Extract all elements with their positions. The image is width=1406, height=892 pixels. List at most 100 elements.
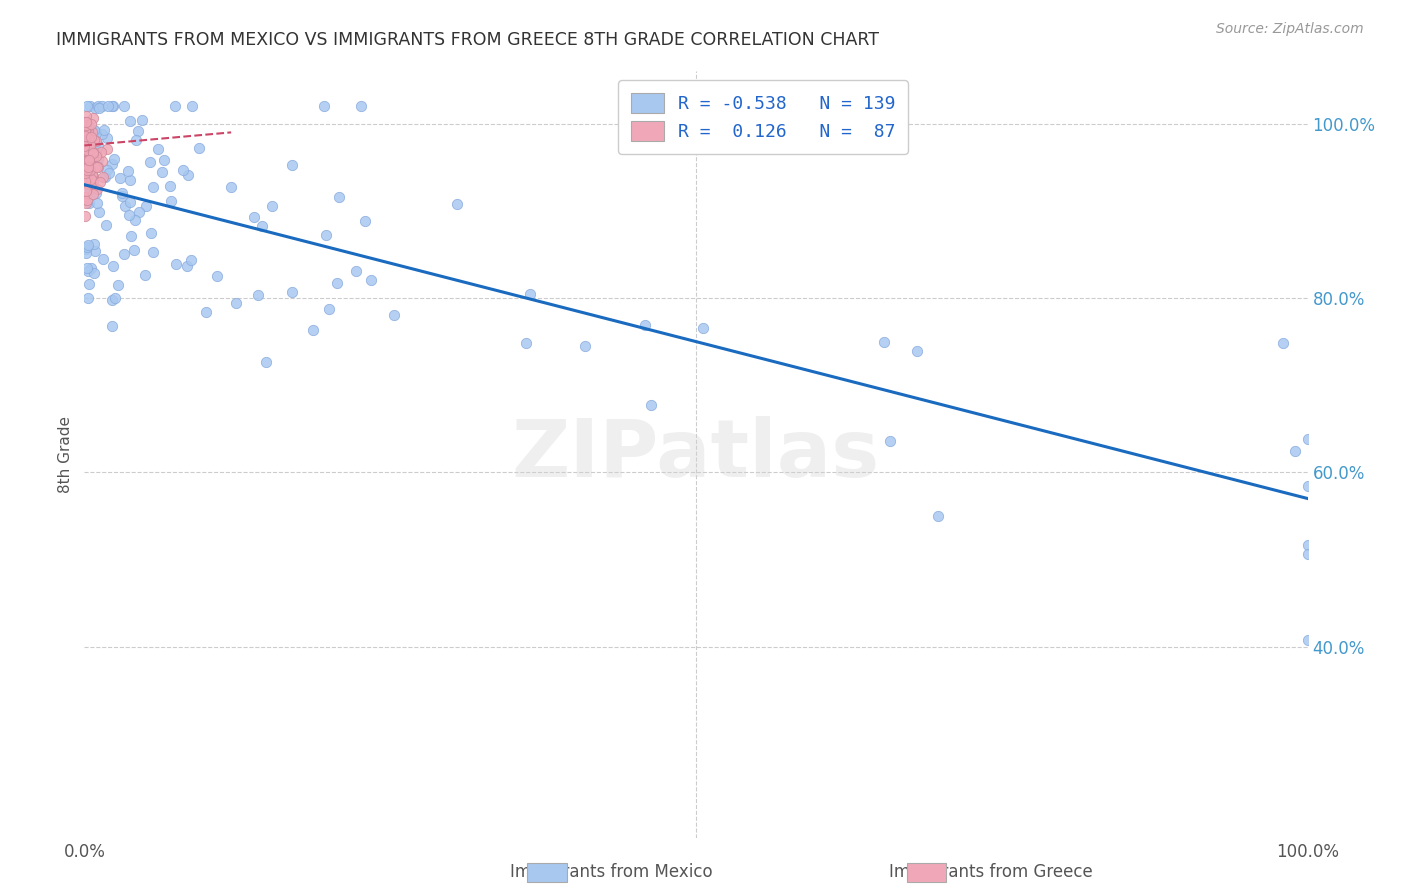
Point — [76, 144, 98, 158]
Point — [86, 196, 108, 211]
Point — [360, 273, 382, 287]
Point — [96, 219, 118, 233]
Point — [75, 163, 97, 178]
Point — [79, 146, 101, 161]
Point — [79, 130, 101, 145]
Text: Immigrants from Greece: Immigrants from Greece — [890, 863, 1092, 881]
Point — [76, 128, 98, 143]
Point — [75, 115, 97, 129]
Point — [104, 291, 127, 305]
Point — [879, 434, 901, 449]
Point — [79, 149, 101, 163]
Point — [87, 205, 110, 219]
Point — [350, 99, 373, 113]
Point — [1296, 547, 1319, 561]
Point — [82, 187, 104, 202]
Point — [873, 334, 896, 349]
Point — [280, 285, 302, 299]
Point — [905, 343, 928, 358]
Point — [84, 134, 107, 148]
Point — [1296, 538, 1319, 552]
Point — [176, 259, 198, 273]
Point — [79, 99, 101, 113]
Point — [101, 259, 124, 273]
Point — [82, 169, 104, 183]
Point — [91, 153, 114, 168]
Point — [112, 99, 135, 113]
Point — [79, 182, 101, 196]
Point — [354, 214, 377, 228]
Point — [118, 113, 141, 128]
Point — [76, 139, 98, 153]
Point — [76, 193, 98, 207]
Point — [80, 170, 103, 185]
Point — [86, 149, 108, 163]
Point — [91, 169, 114, 184]
Point — [122, 243, 145, 257]
Point — [77, 277, 100, 291]
Text: Source: ZipAtlas.com: Source: ZipAtlas.com — [1216, 22, 1364, 37]
Point — [180, 99, 202, 113]
Point — [134, 268, 156, 282]
Point — [89, 175, 111, 189]
Point — [101, 156, 124, 170]
Point — [77, 160, 100, 174]
Point — [86, 186, 108, 200]
Point — [75, 246, 97, 260]
Point — [73, 155, 96, 169]
Point — [84, 124, 107, 138]
Point — [87, 160, 110, 174]
Point — [77, 161, 100, 175]
Point — [160, 194, 183, 209]
Point — [75, 160, 97, 174]
Point — [142, 245, 165, 260]
Point — [246, 287, 269, 301]
Point — [80, 125, 103, 139]
Point — [76, 99, 98, 113]
Point — [75, 153, 97, 168]
Point — [77, 291, 100, 305]
Point — [75, 159, 97, 173]
Point — [82, 174, 104, 188]
Point — [519, 287, 541, 301]
Point — [75, 196, 97, 211]
Point — [205, 268, 228, 283]
Point — [76, 240, 98, 254]
Legend: R = -0.538   N = 139, R =  0.126   N =  87: R = -0.538 N = 139, R = 0.126 N = 87 — [619, 80, 908, 153]
Point — [83, 237, 105, 252]
Point — [1272, 335, 1295, 350]
Text: Immigrants from Mexico: Immigrants from Mexico — [510, 863, 713, 881]
Point — [75, 154, 97, 169]
Point — [75, 173, 97, 187]
Point — [73, 167, 96, 181]
Point — [117, 164, 139, 178]
Point — [77, 196, 100, 211]
Point — [344, 264, 367, 278]
Point — [180, 252, 202, 267]
Point — [111, 189, 134, 203]
Point — [86, 126, 108, 140]
Point — [79, 155, 101, 169]
Point — [1296, 432, 1319, 446]
Point — [79, 137, 101, 152]
Point — [86, 148, 108, 162]
Point — [103, 152, 125, 166]
Point — [73, 125, 96, 139]
Point — [177, 169, 200, 183]
Point — [101, 293, 124, 307]
Point — [77, 124, 100, 138]
Point — [75, 151, 97, 165]
Point — [76, 140, 98, 154]
Point — [82, 179, 104, 194]
Point — [79, 117, 101, 131]
Point — [118, 208, 141, 222]
Point — [142, 180, 165, 194]
Point — [75, 129, 97, 144]
Point — [77, 177, 100, 191]
Point — [243, 211, 266, 225]
Point — [75, 110, 97, 124]
Point — [86, 182, 108, 196]
Point — [75, 153, 97, 168]
Point — [83, 123, 105, 137]
Point — [225, 296, 247, 310]
